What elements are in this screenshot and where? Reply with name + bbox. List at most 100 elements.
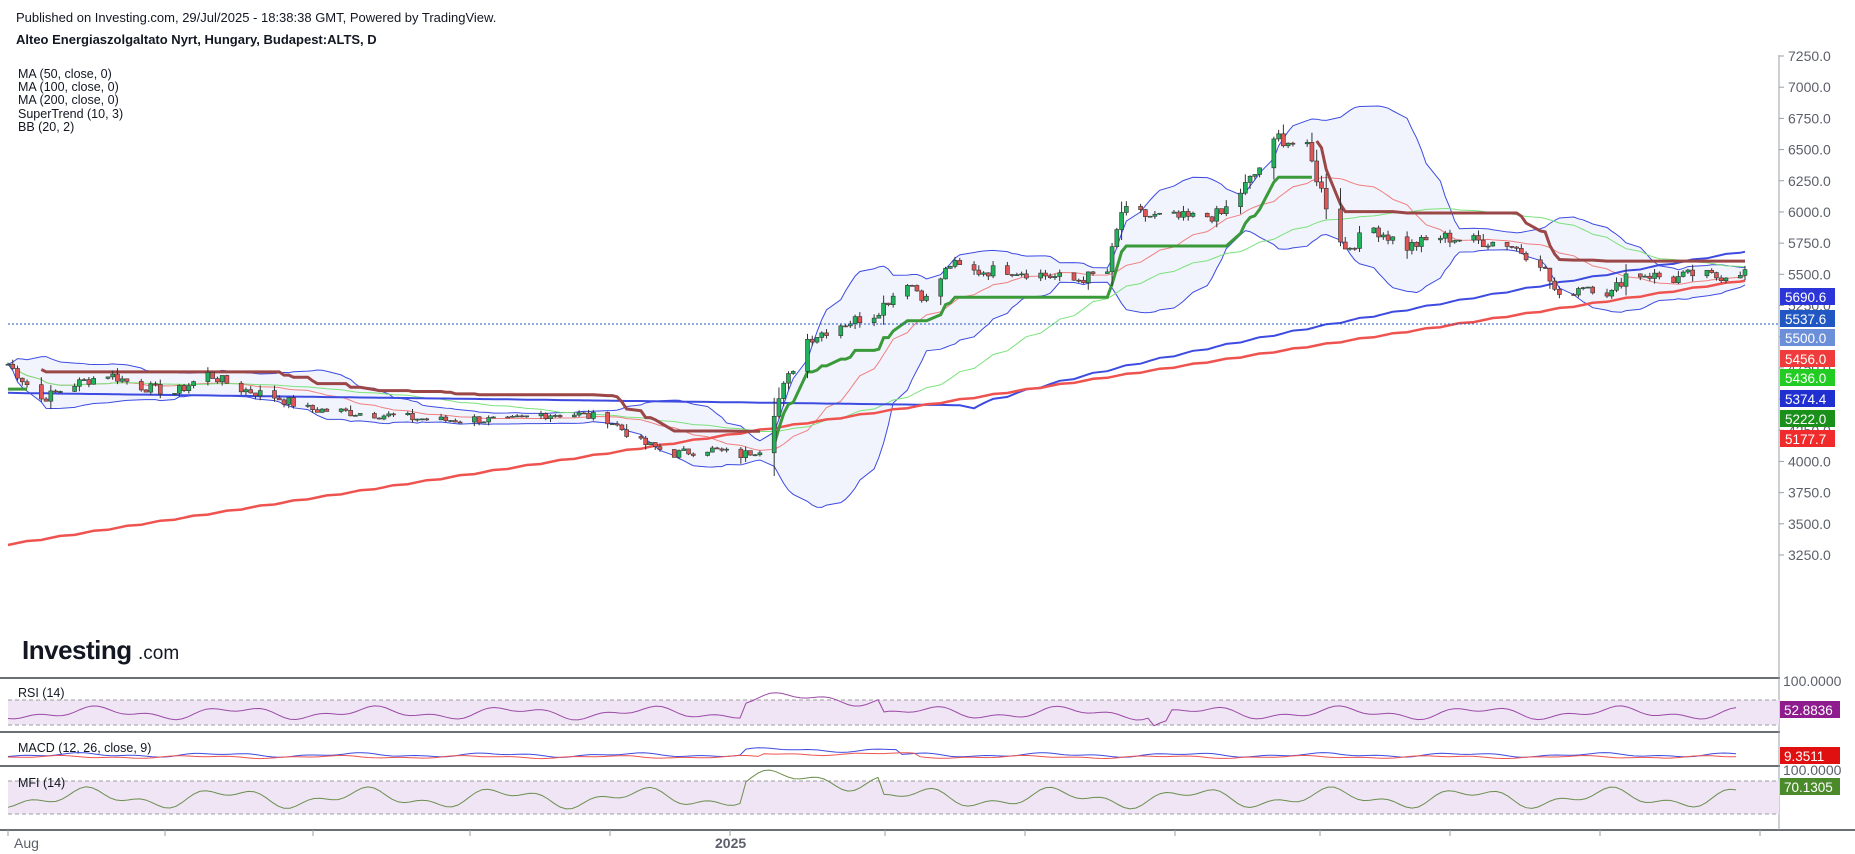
bollinger-band xyxy=(7,105,1746,508)
candle-body xyxy=(1057,272,1063,277)
price-tag-label: 5374.4 xyxy=(1785,392,1827,407)
price-tag xyxy=(1780,329,1835,346)
candle-body xyxy=(938,278,944,297)
candle-body xyxy=(1409,242,1415,251)
candle-body xyxy=(819,332,825,338)
candle-body xyxy=(852,316,858,325)
price-tag-label: 5456.0 xyxy=(1785,352,1826,367)
candle-body xyxy=(1209,216,1215,222)
price-tick-label: 5750.0 xyxy=(1788,235,1831,251)
macd-signal-line xyxy=(8,752,1736,760)
time-label: Aug xyxy=(14,835,39,851)
candle-body xyxy=(805,338,810,372)
candle-body xyxy=(172,393,177,395)
candle-body xyxy=(457,421,463,424)
candle-body xyxy=(143,389,149,393)
symbol-title: Alteo Energiaszolgaltato Nyrt, Hungary, … xyxy=(16,32,377,47)
candle-body xyxy=(1338,208,1343,243)
price-tag-label: 5500.0 xyxy=(1785,331,1826,346)
candle-body xyxy=(1737,275,1743,279)
candle-body xyxy=(491,416,496,419)
candle-body xyxy=(1404,236,1410,251)
macd-label: MACD (12, 26, close, 9) xyxy=(18,741,151,755)
candle-body xyxy=(72,386,77,392)
candle-body xyxy=(1552,280,1557,290)
legend-ma200: MA (200, close, 0) xyxy=(18,93,119,107)
candle-body xyxy=(1052,276,1058,278)
candle-body xyxy=(238,382,244,393)
candle-body xyxy=(1047,275,1053,278)
candle-body xyxy=(605,412,610,425)
candle-body xyxy=(81,379,87,381)
candle-body xyxy=(1614,282,1619,291)
candle-body xyxy=(1690,269,1695,277)
candle-body xyxy=(824,332,829,336)
candle-body xyxy=(1314,160,1319,183)
candle-body xyxy=(1623,273,1629,287)
candle-body xyxy=(372,413,377,419)
candle-body xyxy=(686,448,691,455)
candle-body xyxy=(1419,237,1424,247)
ma200-line xyxy=(7,279,1746,547)
candle-body xyxy=(1214,208,1220,222)
candle-body xyxy=(1452,240,1457,243)
candle-body xyxy=(1352,247,1358,250)
candle-body xyxy=(724,448,729,451)
osc-value-tag xyxy=(1780,778,1840,795)
candle-body xyxy=(338,408,344,412)
candle-body xyxy=(405,413,411,416)
bb-lower xyxy=(7,230,1746,508)
macd-pane: MACD (12, 26, close, 9) 100.0000 xyxy=(18,741,1842,778)
supertrend-line xyxy=(8,140,1745,446)
candle-body xyxy=(610,423,615,426)
bb-basis xyxy=(7,176,1746,451)
candle-body xyxy=(981,272,986,275)
oscillator-lines xyxy=(7,692,1737,810)
candle-body xyxy=(1676,276,1681,283)
candle-body xyxy=(524,415,530,418)
candle-body xyxy=(315,409,320,413)
candle-body xyxy=(957,260,963,265)
candle-body xyxy=(1157,212,1162,215)
candle-body xyxy=(905,285,910,297)
investing-logo: Investing .com xyxy=(22,635,179,665)
candle-body xyxy=(681,448,687,451)
candle-body xyxy=(1609,289,1615,297)
candle-body xyxy=(871,317,877,324)
rsi-top-tick: 100.0000 xyxy=(1783,673,1842,689)
candle-body xyxy=(738,448,744,458)
candle-body xyxy=(257,390,263,397)
candle-body xyxy=(1257,167,1262,175)
candle-body xyxy=(881,302,886,316)
candle-body xyxy=(376,417,382,420)
price-tag-label: 5222.0 xyxy=(1785,412,1826,427)
candle-body xyxy=(771,415,777,454)
candle-body xyxy=(1590,286,1596,294)
candle-body xyxy=(157,384,163,395)
candle-body xyxy=(215,378,220,383)
price-tag-label: 5690.6 xyxy=(1785,290,1826,305)
candle-body xyxy=(353,415,358,417)
candle-body xyxy=(1252,174,1258,177)
candle-body xyxy=(1043,272,1048,277)
candle-body xyxy=(58,391,63,393)
legend-ma50: MA (50, close, 0) xyxy=(18,67,112,81)
price-tick-label: 6500.0 xyxy=(1788,142,1831,158)
candle-body xyxy=(1685,269,1691,273)
candle-body xyxy=(1471,235,1477,241)
supertrend-down-segment xyxy=(40,368,760,433)
candle-body xyxy=(119,378,125,382)
candle-body xyxy=(514,415,520,418)
candle-body xyxy=(643,437,648,446)
candle-body xyxy=(971,264,977,271)
candle-body xyxy=(1480,239,1486,248)
candle-body xyxy=(24,381,30,385)
candle-body xyxy=(1538,259,1543,268)
candle-body xyxy=(419,418,425,421)
candle-body xyxy=(676,450,682,458)
rsi-line xyxy=(7,692,1737,727)
legend-supertrend: SuperTrend (10, 3) xyxy=(18,107,123,121)
logo-suffix: .com xyxy=(138,643,179,664)
macd-top-tick: 100.0000 xyxy=(1783,762,1842,778)
